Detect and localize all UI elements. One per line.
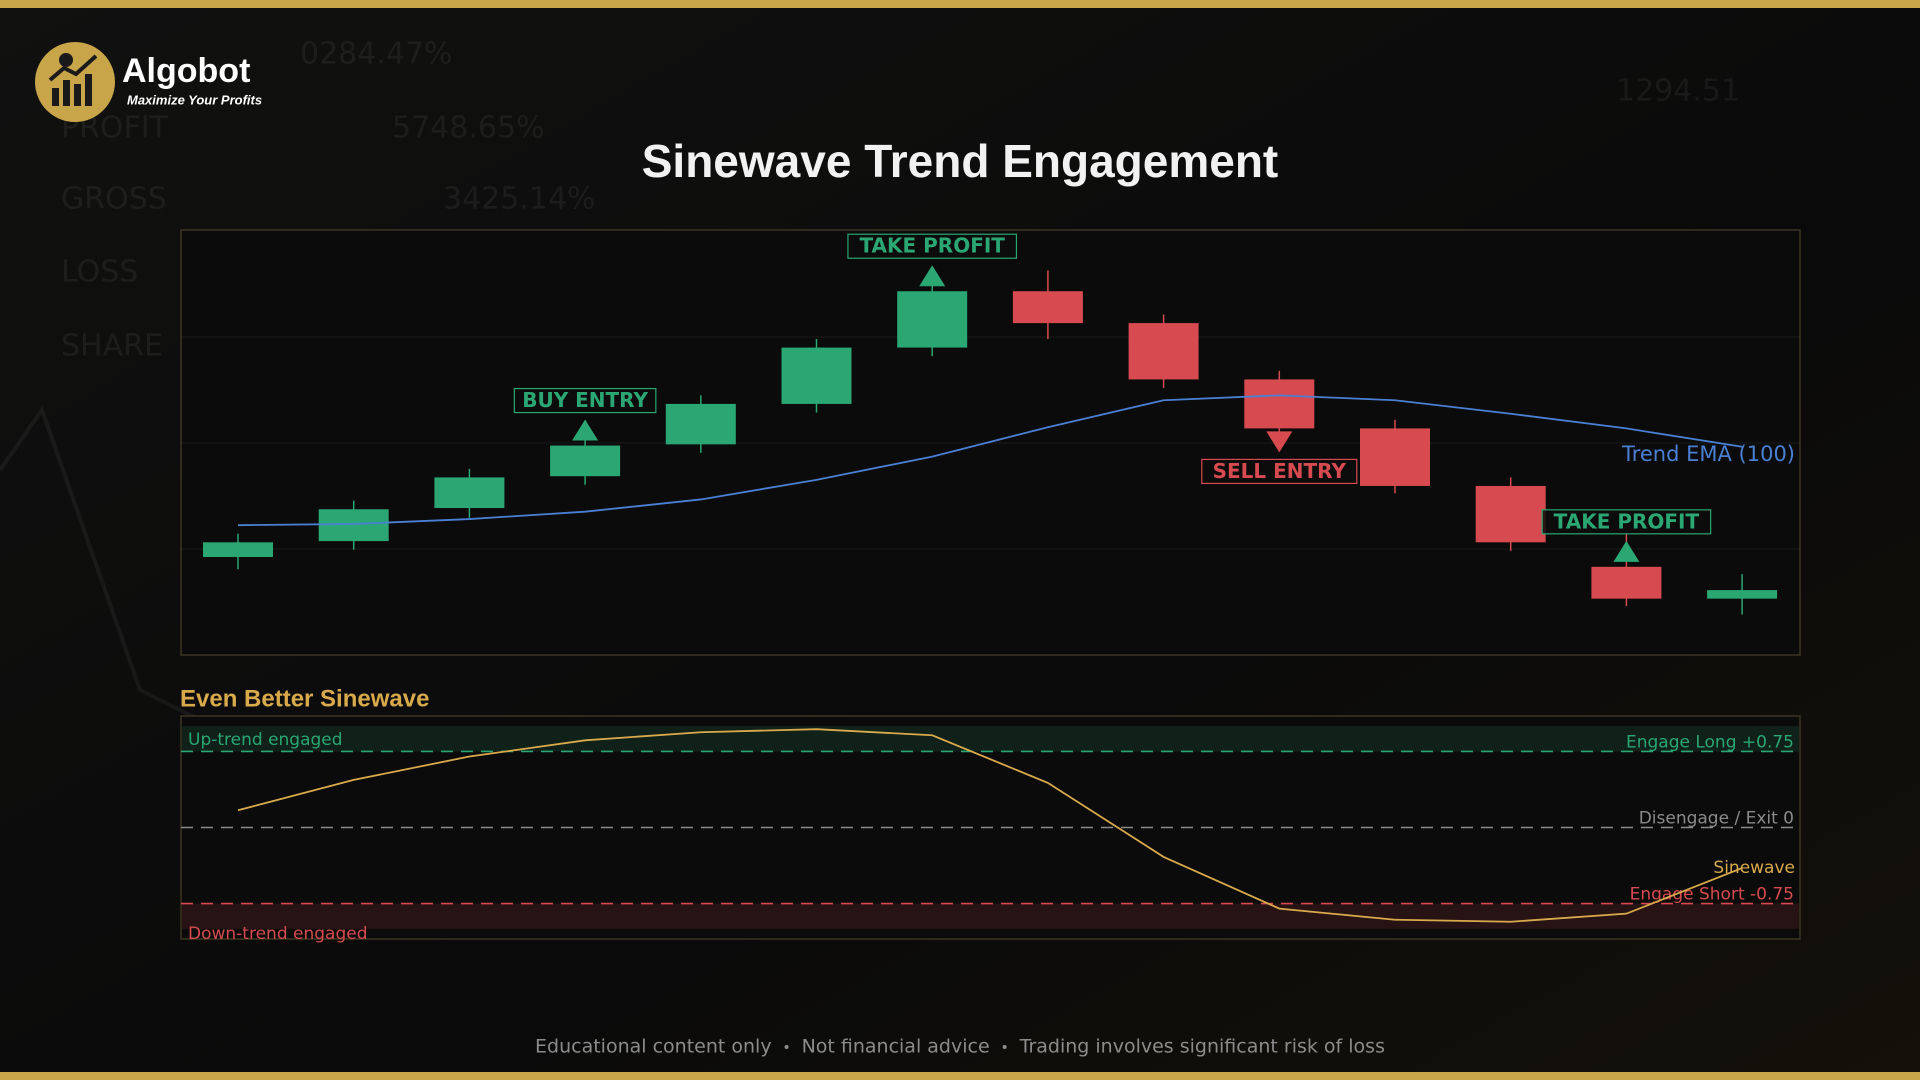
signal-arrow: [919, 265, 946, 287]
logo-icon: [48, 54, 98, 82]
signal-arrow: [572, 419, 599, 441]
ema-label: Trend EMA (100): [1621, 442, 1795, 466]
series-label: Sinewave: [1713, 858, 1795, 878]
signal-box: [1541, 509, 1712, 535]
background-line: [0, 405, 201, 722]
signal-arrow: [1266, 431, 1293, 453]
candle-body: [1707, 590, 1778, 599]
candle-body: [1012, 291, 1083, 324]
brand-tagline: Maximize Your Profits: [127, 92, 262, 107]
signal-label: TAKE PROFIT: [1554, 509, 1700, 533]
candle-body: [897, 291, 968, 348]
signal-box: [847, 233, 1018, 259]
candle-body: [1591, 566, 1662, 599]
candle-body: [318, 509, 389, 542]
signal-label: SELL ENTRY: [1213, 459, 1347, 483]
signal-arrow: [1613, 540, 1640, 562]
background-text: 3425.14%: [443, 182, 596, 217]
footer-text: Not financial advice: [802, 1036, 990, 1058]
background-text: 0284.47%: [300, 37, 453, 72]
logo-icon: [63, 80, 70, 106]
logo-icon: [74, 84, 81, 106]
zone: [182, 903, 1799, 929]
zone-label: Down-trend engaged: [188, 924, 368, 944]
chart-title: Sinewave Trend Engagement: [642, 135, 1279, 187]
candle-body: [1475, 485, 1546, 543]
sinewave-line: [237, 728, 1743, 923]
footer-text: Educational content only: [535, 1036, 772, 1058]
background-text: LOSS: [61, 255, 138, 290]
background-text: GROSS: [61, 182, 167, 217]
panel-title: Even Better Sinewave: [180, 685, 429, 712]
signal-label: TAKE PROFIT: [859, 234, 1005, 258]
zone: [182, 726, 1799, 752]
top-bar: [0, 0, 1920, 8]
threshold-label: Engage Long +0.75: [1626, 732, 1794, 752]
candle-body: [665, 403, 736, 445]
background-text: 1294.51: [1616, 74, 1740, 109]
candle-body: [203, 542, 273, 558]
background-text: SHARE: [61, 329, 163, 364]
sinewave-chart: Up-trend engaged Down-trend engaged Engage…: [181, 726, 1800, 944]
footer-separator: [784, 1045, 789, 1049]
candle-body: [434, 477, 505, 509]
candlestick-chart: Trend EMA (100) BUY ENTRY TAKE PROFIT SELL …: [203, 233, 1795, 615]
threshold-label: Disengage / Exit 0: [1639, 809, 1794, 829]
brand-name: Algobot: [122, 52, 250, 90]
candle-body: [1244, 379, 1315, 429]
candle-body: [550, 445, 621, 477]
background-decoration: 0284.47% 5748.65% GROSS 3425.14% LOSS SHARE 12…: [61, 37, 1740, 364]
footer-text: Trading involves significant risk of los…: [1019, 1036, 1385, 1058]
footer-separator: [1002, 1045, 1007, 1049]
candle-body: [1128, 323, 1199, 380]
signal-box: [513, 387, 657, 414]
logo-badge: [35, 42, 115, 122]
candle-body: [781, 347, 852, 404]
threshold-label: Engage Short -0.75: [1630, 885, 1794, 905]
logo-icon: [59, 53, 73, 67]
logo-icon: [85, 74, 92, 106]
background-text: 5748.65%: [392, 111, 545, 146]
bottom-bar: [0, 1072, 1920, 1080]
signal-box: [1201, 458, 1358, 485]
logo-icon: [52, 88, 59, 106]
signal-label: BUY ENTRY: [522, 388, 648, 412]
footer: Educational content only Not financial ad…: [535, 1036, 1385, 1058]
candle-body: [1360, 428, 1430, 486]
ema-line: [237, 394, 1743, 527]
zone-label: Up-trend engaged: [188, 730, 343, 750]
logo: Algobot Maximize Your Profits: [35, 42, 262, 122]
